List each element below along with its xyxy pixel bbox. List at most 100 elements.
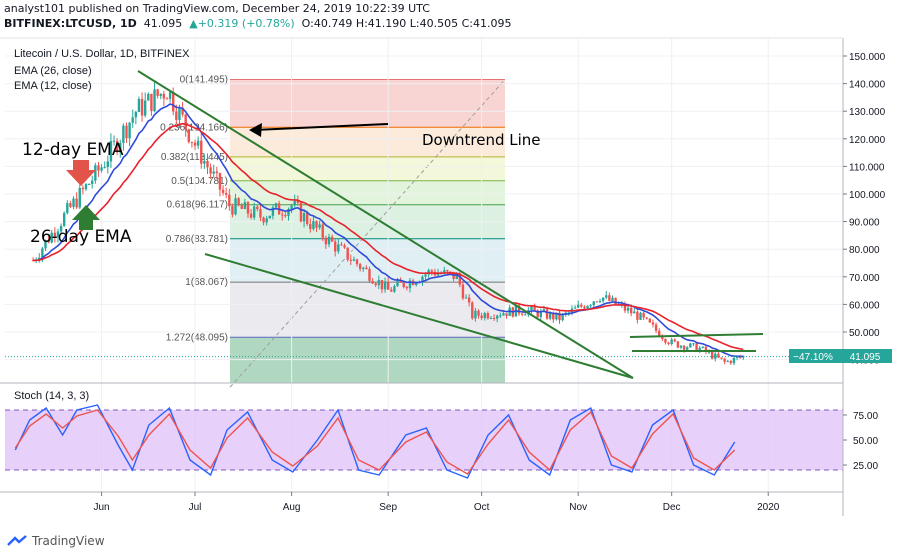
- candle-body: [218, 173, 222, 190]
- candle-body: [137, 98, 141, 112]
- candle-body: [38, 257, 41, 260]
- x-tick-label: Jun: [94, 502, 110, 513]
- tradingview-footer[interactable]: TradingView: [6, 534, 105, 548]
- candle-body: [477, 310, 480, 316]
- x-tick-label: 2020: [757, 502, 780, 513]
- candle-body: [542, 309, 546, 311]
- candle-body: [349, 259, 352, 261]
- y-tick-label: 150.000: [849, 52, 886, 63]
- fib-trend-diagonal: [229, 79, 506, 388]
- candle-body: [421, 276, 424, 283]
- candle-body: [692, 343, 695, 345]
- tradingview-brand: TradingView: [32, 534, 105, 548]
- candle-body: [595, 301, 599, 303]
- candle-body: [695, 343, 698, 352]
- candle-body: [290, 205, 293, 210]
- candle-body: [274, 203, 278, 208]
- candle-body: [573, 307, 577, 309]
- candle-body: [548, 312, 552, 319]
- candle-body: [489, 317, 493, 319]
- candle-body: [374, 283, 377, 286]
- candle-body: [424, 274, 427, 277]
- stoch-y-tick-label: 75.00: [853, 411, 878, 422]
- stoch-line-d: [14, 409, 736, 475]
- candle-body: [315, 221, 318, 228]
- candle-body: [44, 240, 47, 249]
- publish-line: analyst101 published on TradingView.com,…: [4, 2, 430, 15]
- ema12-line: [32, 103, 744, 358]
- candle-body: [224, 192, 228, 195]
- candle-body: [589, 305, 592, 307]
- candle-body: [103, 167, 106, 169]
- candle-body: [240, 205, 243, 209]
- stoch-line-k: [14, 404, 736, 479]
- candle-body: [69, 203, 72, 207]
- candle-body: [517, 305, 521, 314]
- tradingview-logo-icon: [7, 535, 27, 546]
- fib-level-label: 0.5(104.781): [171, 176, 228, 187]
- fib-level-label: 0.618(96.117): [166, 200, 228, 211]
- stoch-legend: Stoch (14, 3, 3): [14, 390, 89, 402]
- candle-body: [100, 167, 103, 171]
- candle-body: [623, 304, 627, 311]
- candle-body: [268, 215, 271, 219]
- symbol-label: BITFINEX:LTCUSD, 1D: [4, 17, 137, 30]
- candle-body: [125, 125, 128, 139]
- candle-body: [502, 313, 505, 316]
- candle-body: [281, 214, 284, 216]
- candle-body: [555, 312, 558, 320]
- candle-body: [187, 129, 190, 142]
- candle-body: [143, 100, 147, 116]
- candle-body: [626, 307, 630, 311]
- candle-body: [474, 310, 477, 319]
- candle-body: [738, 357, 742, 359]
- candle-body: [402, 282, 405, 288]
- candle-body: [679, 345, 683, 348]
- candle-body: [150, 93, 153, 111]
- fib-level-label: 0.786(83.781): [166, 234, 228, 245]
- candle-body: [175, 111, 178, 120]
- candle-body: [717, 353, 720, 358]
- candle-body: [598, 301, 602, 303]
- candle-body: [131, 117, 134, 123]
- candle-body: [340, 244, 343, 246]
- candle-body: [97, 165, 100, 171]
- candle-body: [405, 287, 409, 289]
- candle-body: [661, 336, 664, 339]
- candle-body: [704, 346, 708, 352]
- candle-body: [430, 270, 433, 272]
- main-chart[interactable]: 0(141.495)0.236(124.166)0.382(113.445)0.…: [0, 0, 900, 524]
- candle-body: [530, 306, 533, 310]
- candle-body: [654, 324, 658, 331]
- y-tick-label: 120.000: [849, 135, 886, 146]
- fib-level-label: 0(141.495): [180, 74, 228, 85]
- candle-body: [436, 273, 440, 276]
- candle-body: [334, 241, 337, 252]
- candle-body: [629, 307, 633, 314]
- candle-body: [545, 309, 549, 319]
- candle-body: [200, 140, 203, 164]
- candle-body: [648, 318, 652, 323]
- candle-body: [658, 330, 661, 337]
- candle-body: [262, 217, 265, 223]
- candle-body: [119, 142, 122, 153]
- candle-body: [128, 122, 131, 139]
- candle-body: [78, 187, 81, 208]
- candle-body: [140, 98, 144, 116]
- x-tick-label: Dec: [663, 502, 681, 513]
- candle-body: [732, 357, 736, 364]
- candlesticks: [31, 81, 745, 366]
- candle-body: [639, 312, 642, 320]
- candle-body: [172, 92, 175, 112]
- candle-body: [552, 312, 555, 320]
- candle-body: [561, 313, 564, 321]
- candle-body: [558, 312, 561, 321]
- candle-body: [583, 306, 586, 309]
- candle-body: [221, 189, 225, 193]
- annotation-26-day-ema: 26-day EMA: [30, 227, 132, 247]
- candle-body: [455, 273, 458, 280]
- candle-body: [190, 141, 194, 143]
- candle-body: [496, 315, 499, 319]
- candle-body: [371, 280, 374, 284]
- candle-body: [614, 297, 617, 305]
